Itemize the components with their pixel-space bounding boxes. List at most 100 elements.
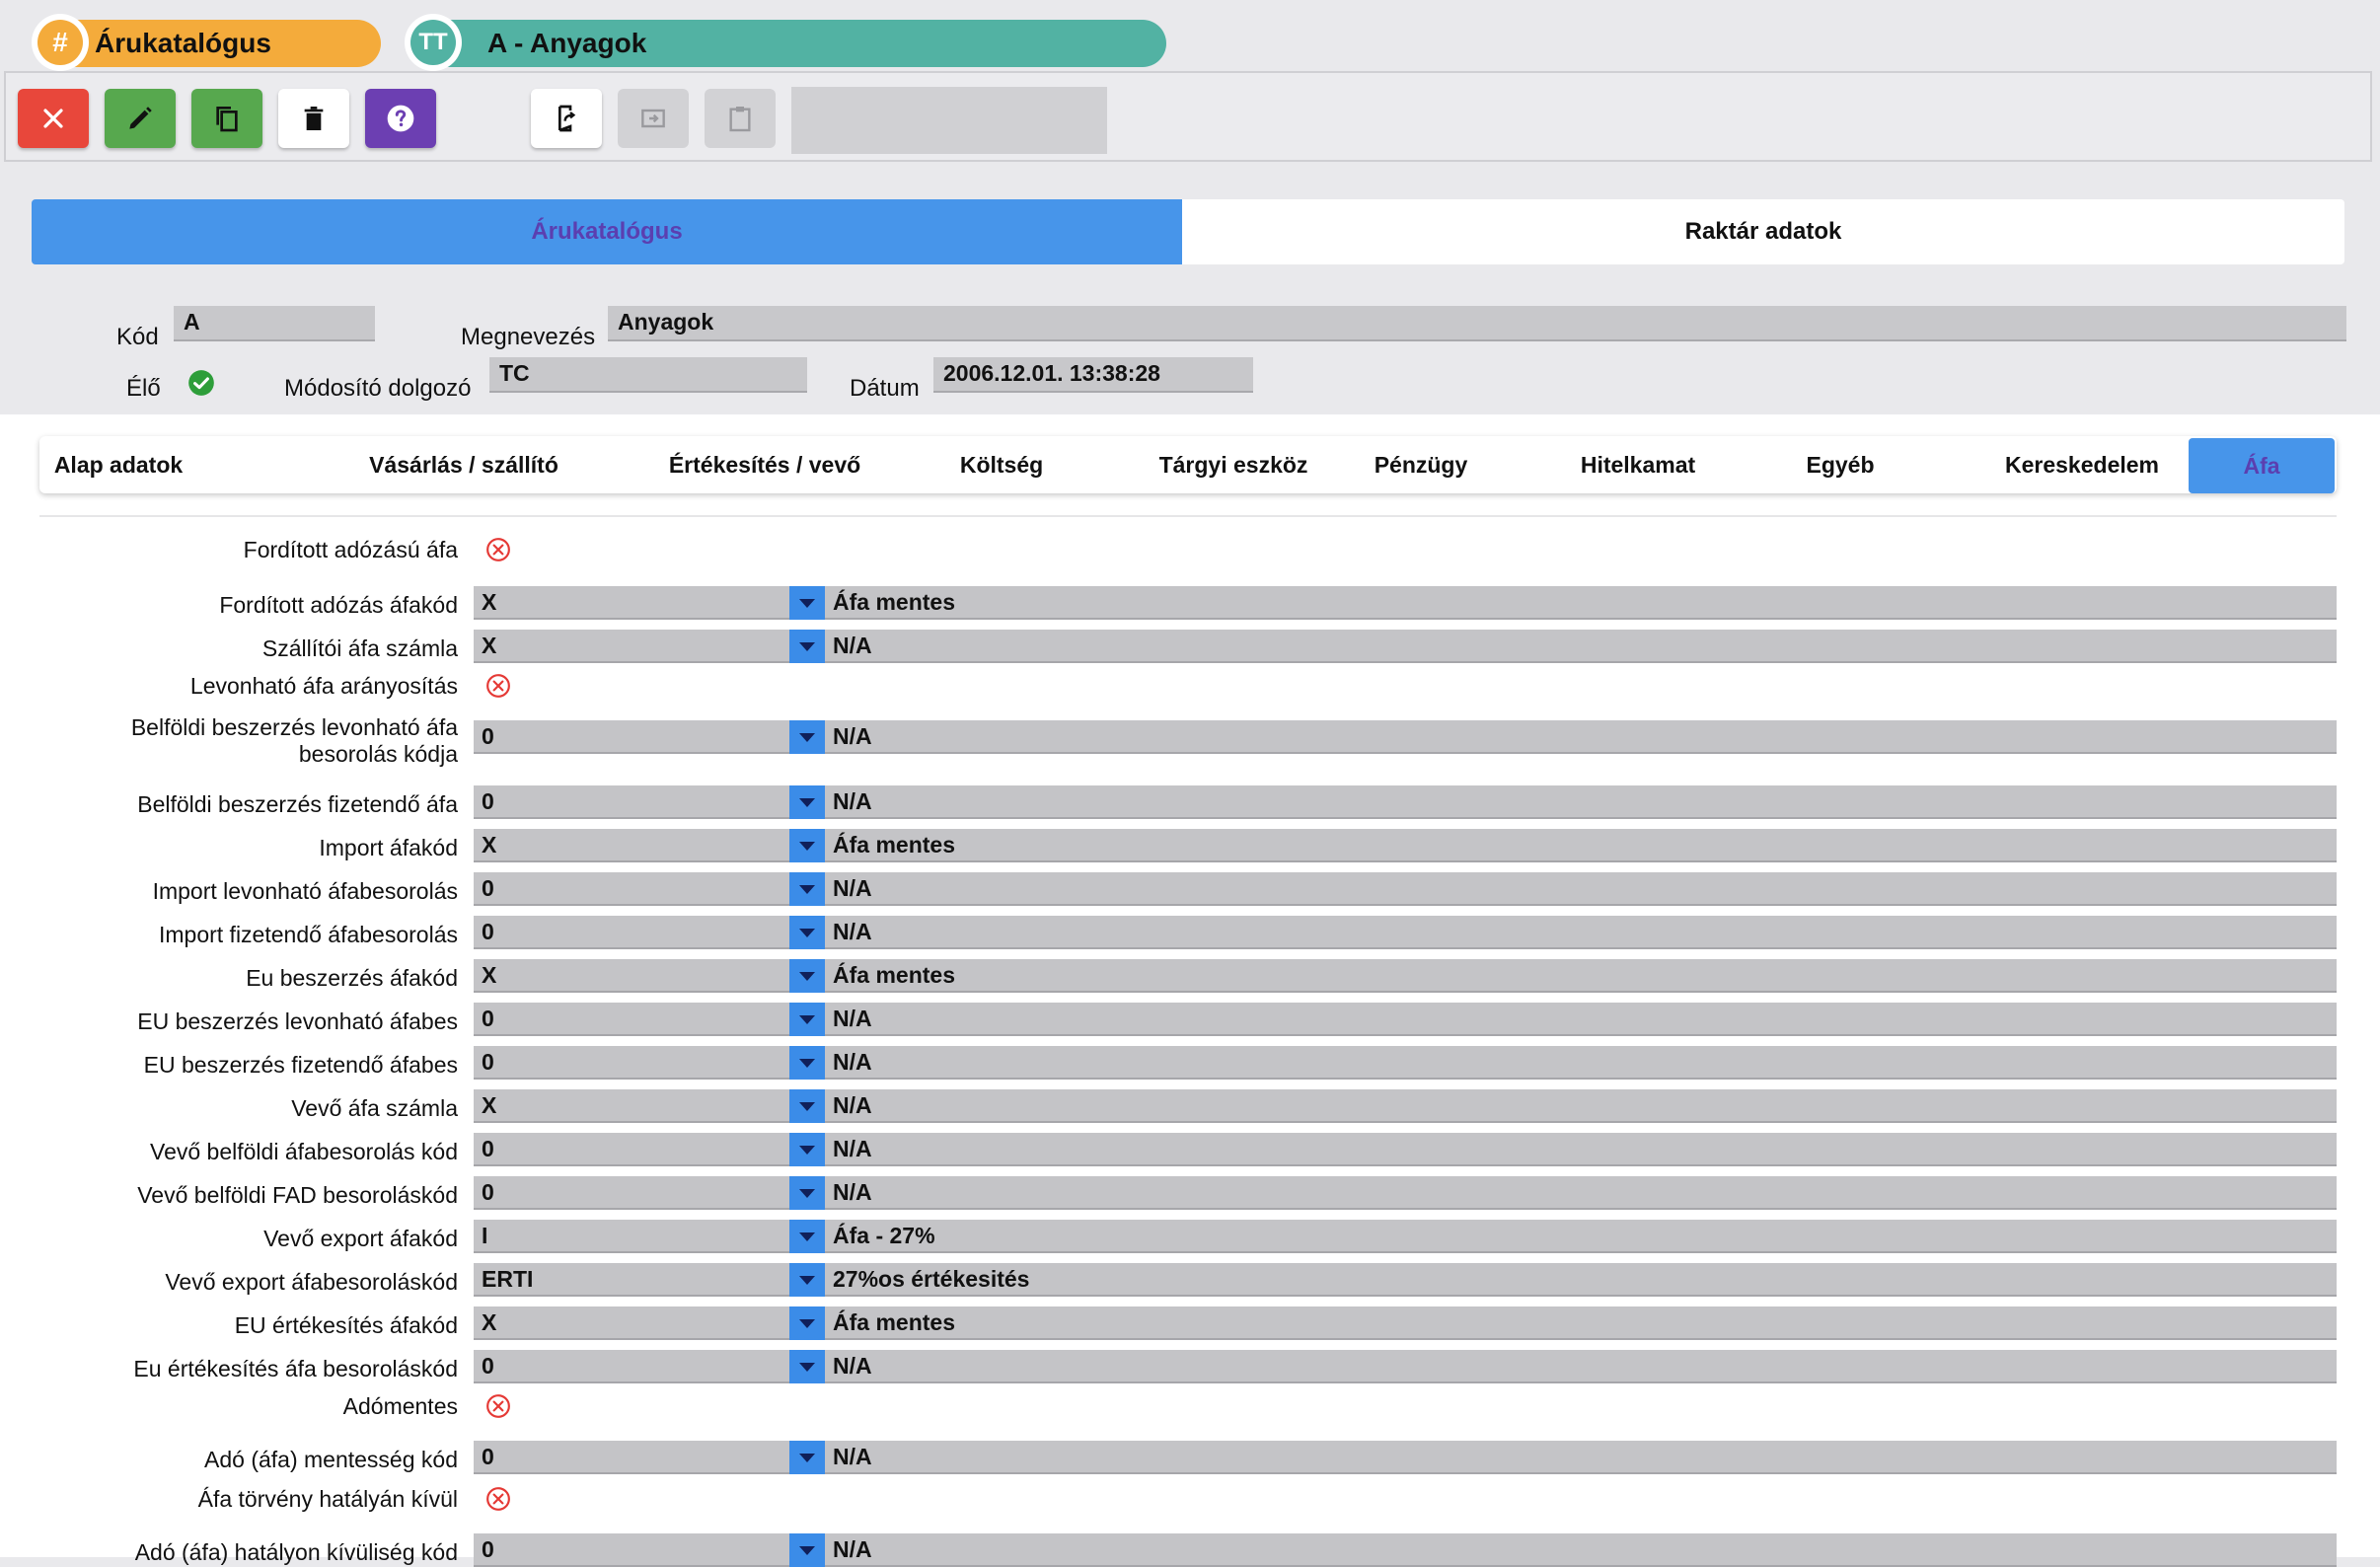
modosito-field[interactable]: TC — [489, 357, 807, 393]
row-18-code-select[interactable]: 0 — [474, 1350, 825, 1383]
modosito-label: Módosító dolgozó — [284, 375, 472, 402]
dropdown-arrow-icon[interactable] — [789, 1133, 825, 1166]
tab-egyeb[interactable]: Egyéb — [1806, 451, 1875, 478]
tab-vasarlas-szallito[interactable]: Vásárlás / szállító — [369, 451, 558, 478]
tab-targyi-eszkoz[interactable]: Tárgyi eszköz — [1158, 451, 1308, 478]
copy-icon — [216, 107, 238, 132]
hash-icon: # — [37, 20, 83, 65]
dropdown-arrow-icon[interactable] — [789, 785, 825, 819]
dropdown-arrow-icon[interactable] — [789, 829, 825, 862]
row-17-label: EU értékesítés áfakód — [234, 1312, 458, 1338]
dropdown-arrow-icon[interactable] — [789, 1306, 825, 1340]
breadcrumb-catalog-label: Árukatalógus — [95, 28, 271, 58]
help-button[interactable] — [365, 89, 436, 148]
dropdown-arrow-icon[interactable] — [789, 1263, 825, 1297]
dropdown-arrow-icon[interactable] — [789, 1350, 825, 1383]
sub-tab-bar: Alap adatok Vásárlás / szállító Értékesí… — [39, 436, 2337, 493]
dropdown-arrow-icon[interactable] — [789, 586, 825, 620]
row-20-code-select[interactable]: 0 — [474, 1441, 825, 1474]
tab-ertekesites-vevo[interactable]: Értékesítés / vevő — [668, 451, 861, 478]
row-22-code-select[interactable]: 0 — [474, 1533, 825, 1567]
row-6-description: Áfa mentes — [825, 829, 2337, 862]
tab-afa[interactable]: Áfa — [2189, 438, 2335, 493]
tab-kereskedelem[interactable]: Kereskedelem — [2005, 451, 2159, 478]
row-15-code-select[interactable]: I — [474, 1220, 825, 1253]
tab-alap-adatok[interactable]: Alap adatok — [53, 451, 184, 478]
dropdown-arrow-icon[interactable] — [789, 959, 825, 993]
close-icon — [43, 109, 63, 128]
row-15-description: Áfa - 27% — [825, 1220, 2337, 1253]
row-12-description: N/A — [825, 1089, 2337, 1123]
dropdown-arrow-icon[interactable] — [789, 872, 825, 906]
kod-label: Kód — [116, 324, 159, 350]
kod-field[interactable]: A — [174, 306, 375, 341]
row-7-code-select[interactable]: 0 — [474, 872, 825, 906]
row-1-description: Áfa mentes — [825, 586, 2337, 620]
dropdown-arrow-icon[interactable] — [789, 1003, 825, 1036]
text-icon-circle: TT — [405, 14, 462, 71]
dropdown-arrow-icon[interactable] — [789, 630, 825, 663]
row-10-code-select[interactable]: 0 — [474, 1003, 825, 1036]
export-button[interactable] — [531, 89, 602, 148]
row-4-code-select[interactable]: 0 — [474, 720, 825, 754]
row-4-description: N/A — [825, 720, 2337, 754]
dropdown-arrow-icon[interactable] — [789, 1176, 825, 1210]
row-17-code-select[interactable]: X — [474, 1306, 825, 1340]
row-5-code-select[interactable]: 0 — [474, 785, 825, 819]
row-14-code-select[interactable]: 0 — [474, 1176, 825, 1210]
row-15-label: Vevő export áfakód — [263, 1226, 458, 1251]
row-2-label: Szállítói áfa számla — [261, 635, 458, 661]
paste-button[interactable] — [705, 89, 776, 148]
row-22-label: Adó (áfa) hatályon kívüliség kód — [134, 1539, 458, 1565]
close-button[interactable] — [18, 89, 89, 148]
x-circle-icon[interactable] — [485, 1486, 511, 1512]
breadcrumb-record[interactable]: TT A - Anyagok — [405, 14, 1166, 71]
dropdown-arrow-icon[interactable] — [789, 1533, 825, 1567]
tab-arukatalogus[interactable]: Árukatalógus — [32, 199, 1182, 264]
row-11-code-select[interactable]: 0 — [474, 1046, 825, 1080]
import-button[interactable] — [618, 89, 689, 148]
dropdown-arrow-icon[interactable] — [789, 1046, 825, 1080]
row-7-description: N/A — [825, 872, 2337, 906]
dropdown-arrow-icon[interactable] — [789, 1089, 825, 1123]
row-6-code-select[interactable]: X — [474, 829, 825, 862]
x-circle-icon[interactable] — [485, 1393, 511, 1419]
dropdown-arrow-icon[interactable] — [789, 1220, 825, 1253]
help-icon — [387, 105, 414, 132]
tab-koltseg[interactable]: Költség — [959, 451, 1044, 478]
text-icon: TT — [410, 20, 456, 65]
x-circle-icon[interactable] — [485, 673, 511, 699]
x-circle-icon[interactable] — [485, 537, 511, 562]
dropdown-arrow-icon[interactable] — [789, 916, 825, 949]
megnevezes-field[interactable]: Anyagok — [608, 306, 2346, 341]
row-10-label: EU beszerzés levonható áfabes — [137, 1008, 458, 1034]
row-16-code-select[interactable]: ERTI — [474, 1263, 825, 1297]
row-1-code-select[interactable]: X — [474, 586, 825, 620]
datum-field[interactable]: 2006.12.01. 13:38:28 — [933, 357, 1253, 393]
breadcrumb-catalog[interactable]: # Árukatalógus — [32, 14, 381, 71]
copy-button[interactable] — [191, 89, 262, 148]
dropdown-arrow-icon[interactable] — [789, 720, 825, 754]
row-4-label-line1: Belföldi beszerzés levonható áfa — [130, 714, 458, 740]
row-20-label: Adó (áfa) mentesség kód — [204, 1447, 458, 1472]
row-14-description: N/A — [825, 1176, 2337, 1210]
row-9-code-select[interactable]: X — [474, 959, 825, 993]
row-0-label: Fordított adózású áfa — [243, 537, 458, 562]
row-2-code-select[interactable]: X — [474, 630, 825, 663]
trash-icon — [304, 107, 324, 130]
tab-penzugy[interactable]: Pénzügy — [1374, 451, 1468, 478]
row-12-label: Vevő áfa számla — [291, 1095, 458, 1121]
tab-raktar-adatok[interactable]: Raktár adatok — [1182, 199, 2344, 264]
row-8-description: N/A — [825, 916, 2337, 949]
row-9-label: Eu beszerzés áfakód — [246, 965, 458, 991]
dropdown-arrow-icon[interactable] — [789, 1441, 825, 1474]
document-export-icon — [558, 105, 576, 132]
row-13-code-select[interactable]: 0 — [474, 1133, 825, 1166]
hash-icon-circle: # — [32, 14, 89, 71]
row-13-description: N/A — [825, 1133, 2337, 1166]
edit-button[interactable] — [105, 89, 176, 148]
row-8-code-select[interactable]: 0 — [474, 916, 825, 949]
row-12-code-select[interactable]: X — [474, 1089, 825, 1123]
delete-button[interactable] — [278, 89, 349, 148]
tab-hitelkamat[interactable]: Hitelkamat — [1580, 451, 1696, 478]
